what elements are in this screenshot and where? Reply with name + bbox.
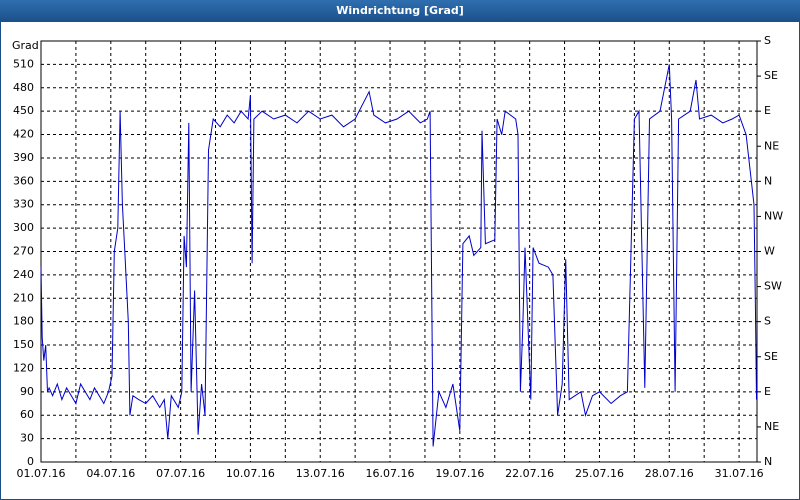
y-tick-label: 300 xyxy=(13,221,34,234)
chart-title: Windrichtung [Grad] xyxy=(336,4,464,17)
x-tick-label: 25.07.16 xyxy=(575,467,624,480)
x-tick-label: 01.07.16 xyxy=(17,467,66,480)
y-tick-label: 0 xyxy=(27,455,34,468)
y2-tick-label: E xyxy=(764,385,771,398)
y2-tick-label: NE xyxy=(764,420,779,433)
x-tick-label: 31.07.16 xyxy=(715,467,764,480)
y2-tick-label: NW xyxy=(764,209,783,222)
y2-tick-label: SW xyxy=(764,280,782,293)
title-bar xyxy=(0,0,800,22)
x-tick-label: 16.07.16 xyxy=(366,467,415,480)
y-tick-label: 240 xyxy=(13,268,34,281)
y-tick-label: 390 xyxy=(13,151,34,164)
y-tick-label: 210 xyxy=(13,291,34,304)
y2-tick-label: S xyxy=(764,34,771,47)
plot-frame xyxy=(40,40,758,463)
y2-tick-label: SE xyxy=(764,350,778,363)
y2-tick-label: NE xyxy=(764,139,779,152)
y-tick-label: 30 xyxy=(20,432,34,445)
y2-tick-label: E xyxy=(764,104,771,117)
y-tick-label: 180 xyxy=(13,315,34,328)
y-tick-label: 360 xyxy=(13,174,34,187)
y-tick-label: 150 xyxy=(13,338,34,351)
x-tick-label: 19.07.16 xyxy=(435,467,484,480)
y-tick-label: 90 xyxy=(20,385,34,398)
y2-tick-label: SE xyxy=(764,69,778,82)
y2-tick-label: W xyxy=(764,245,775,258)
data-line xyxy=(40,64,757,447)
y2-tick-label: N xyxy=(764,455,772,468)
x-tick-label: 10.07.16 xyxy=(226,467,275,480)
x-tick-label: 22.07.16 xyxy=(505,467,554,480)
y-tick-label: 450 xyxy=(13,104,34,117)
y-tick-label: 330 xyxy=(13,198,34,211)
y-tick-label: 270 xyxy=(13,245,34,258)
y-tick-label: 510 xyxy=(13,57,34,70)
x-tick-label: 13.07.16 xyxy=(296,467,345,480)
x-tick-label: 07.07.16 xyxy=(156,467,205,480)
y-tick-label: 120 xyxy=(13,361,34,374)
x-tick-label: 28.07.16 xyxy=(645,467,694,480)
y-axis-label: Grad xyxy=(12,39,39,52)
y2-tick-label: S xyxy=(764,315,771,328)
y2-tick-label: N xyxy=(764,174,772,187)
y-tick-label: 60 xyxy=(20,408,34,421)
x-tick-label: 04.07.16 xyxy=(86,467,135,480)
y-tick-label: 420 xyxy=(13,128,34,141)
y-tick-label: 480 xyxy=(13,81,34,94)
